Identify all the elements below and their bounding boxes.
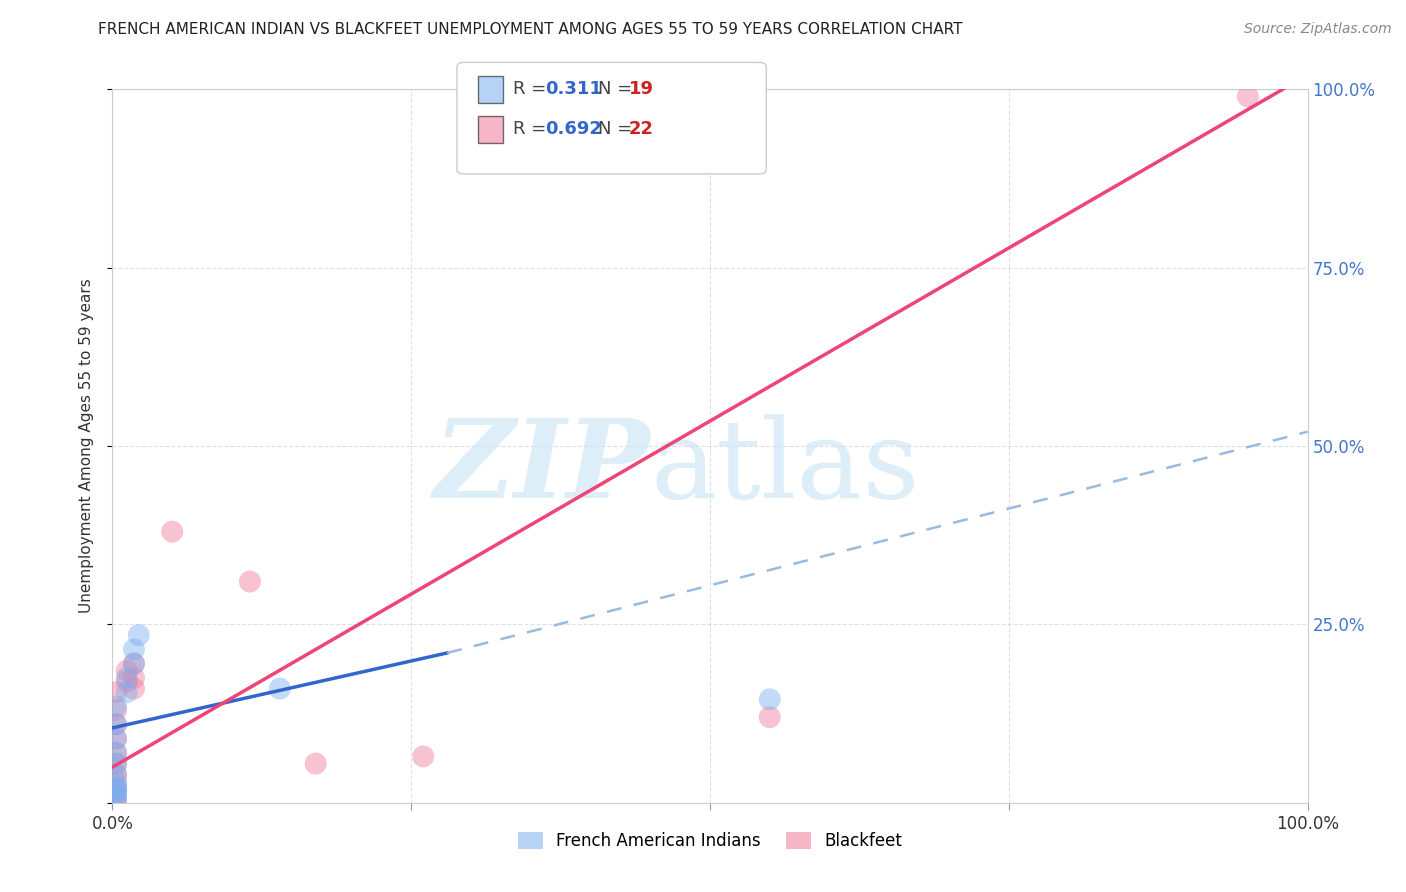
- Point: [305, 756, 328, 771]
- Point: [122, 642, 145, 657]
- Text: N =: N =: [598, 80, 637, 98]
- Point: [115, 664, 138, 678]
- Text: R =: R =: [513, 120, 553, 138]
- Point: [105, 778, 128, 792]
- Text: 19: 19: [628, 80, 654, 98]
- Point: [162, 524, 183, 539]
- Point: [1237, 89, 1260, 103]
- Point: [412, 749, 434, 764]
- Point: [105, 767, 128, 781]
- Point: [105, 746, 128, 760]
- Point: [105, 792, 128, 806]
- Point: [122, 657, 145, 671]
- Point: [105, 717, 128, 731]
- Legend: French American Indians, Blackfeet: French American Indians, Blackfeet: [509, 824, 911, 859]
- Point: [105, 746, 128, 760]
- Point: [105, 731, 128, 746]
- Point: [122, 657, 145, 671]
- Point: [105, 731, 128, 746]
- Point: [105, 781, 128, 796]
- Point: [105, 774, 128, 789]
- Point: [105, 789, 128, 803]
- Point: [105, 756, 128, 771]
- Point: [105, 792, 128, 806]
- Point: [115, 685, 138, 699]
- Point: [105, 756, 128, 771]
- Point: [105, 767, 128, 781]
- Point: [105, 781, 128, 796]
- Point: [115, 674, 138, 689]
- Point: [105, 699, 128, 714]
- Point: [759, 710, 782, 724]
- Point: [122, 671, 145, 685]
- Text: 0.692: 0.692: [546, 120, 602, 138]
- Text: atlas: atlas: [651, 414, 920, 521]
- Point: [105, 781, 128, 796]
- Point: [239, 574, 262, 589]
- Point: [105, 685, 128, 699]
- Point: [759, 692, 782, 706]
- Text: ZIP: ZIP: [433, 414, 651, 521]
- Text: 22: 22: [628, 120, 654, 138]
- Point: [122, 681, 145, 696]
- Point: [105, 789, 128, 803]
- Point: [128, 628, 150, 642]
- Text: FRENCH AMERICAN INDIAN VS BLACKFEET UNEMPLOYMENT AMONG AGES 55 TO 59 YEARS CORRE: FRENCH AMERICAN INDIAN VS BLACKFEET UNEM…: [98, 22, 963, 37]
- Point: [105, 717, 128, 731]
- Text: 0.311: 0.311: [546, 80, 602, 98]
- Point: [105, 703, 128, 717]
- Point: [105, 785, 128, 799]
- Text: Source: ZipAtlas.com: Source: ZipAtlas.com: [1244, 22, 1392, 37]
- Y-axis label: Unemployment Among Ages 55 to 59 years: Unemployment Among Ages 55 to 59 years: [79, 278, 94, 614]
- Point: [115, 671, 138, 685]
- Text: R =: R =: [513, 80, 553, 98]
- Text: N =: N =: [598, 120, 637, 138]
- Point: [269, 681, 291, 696]
